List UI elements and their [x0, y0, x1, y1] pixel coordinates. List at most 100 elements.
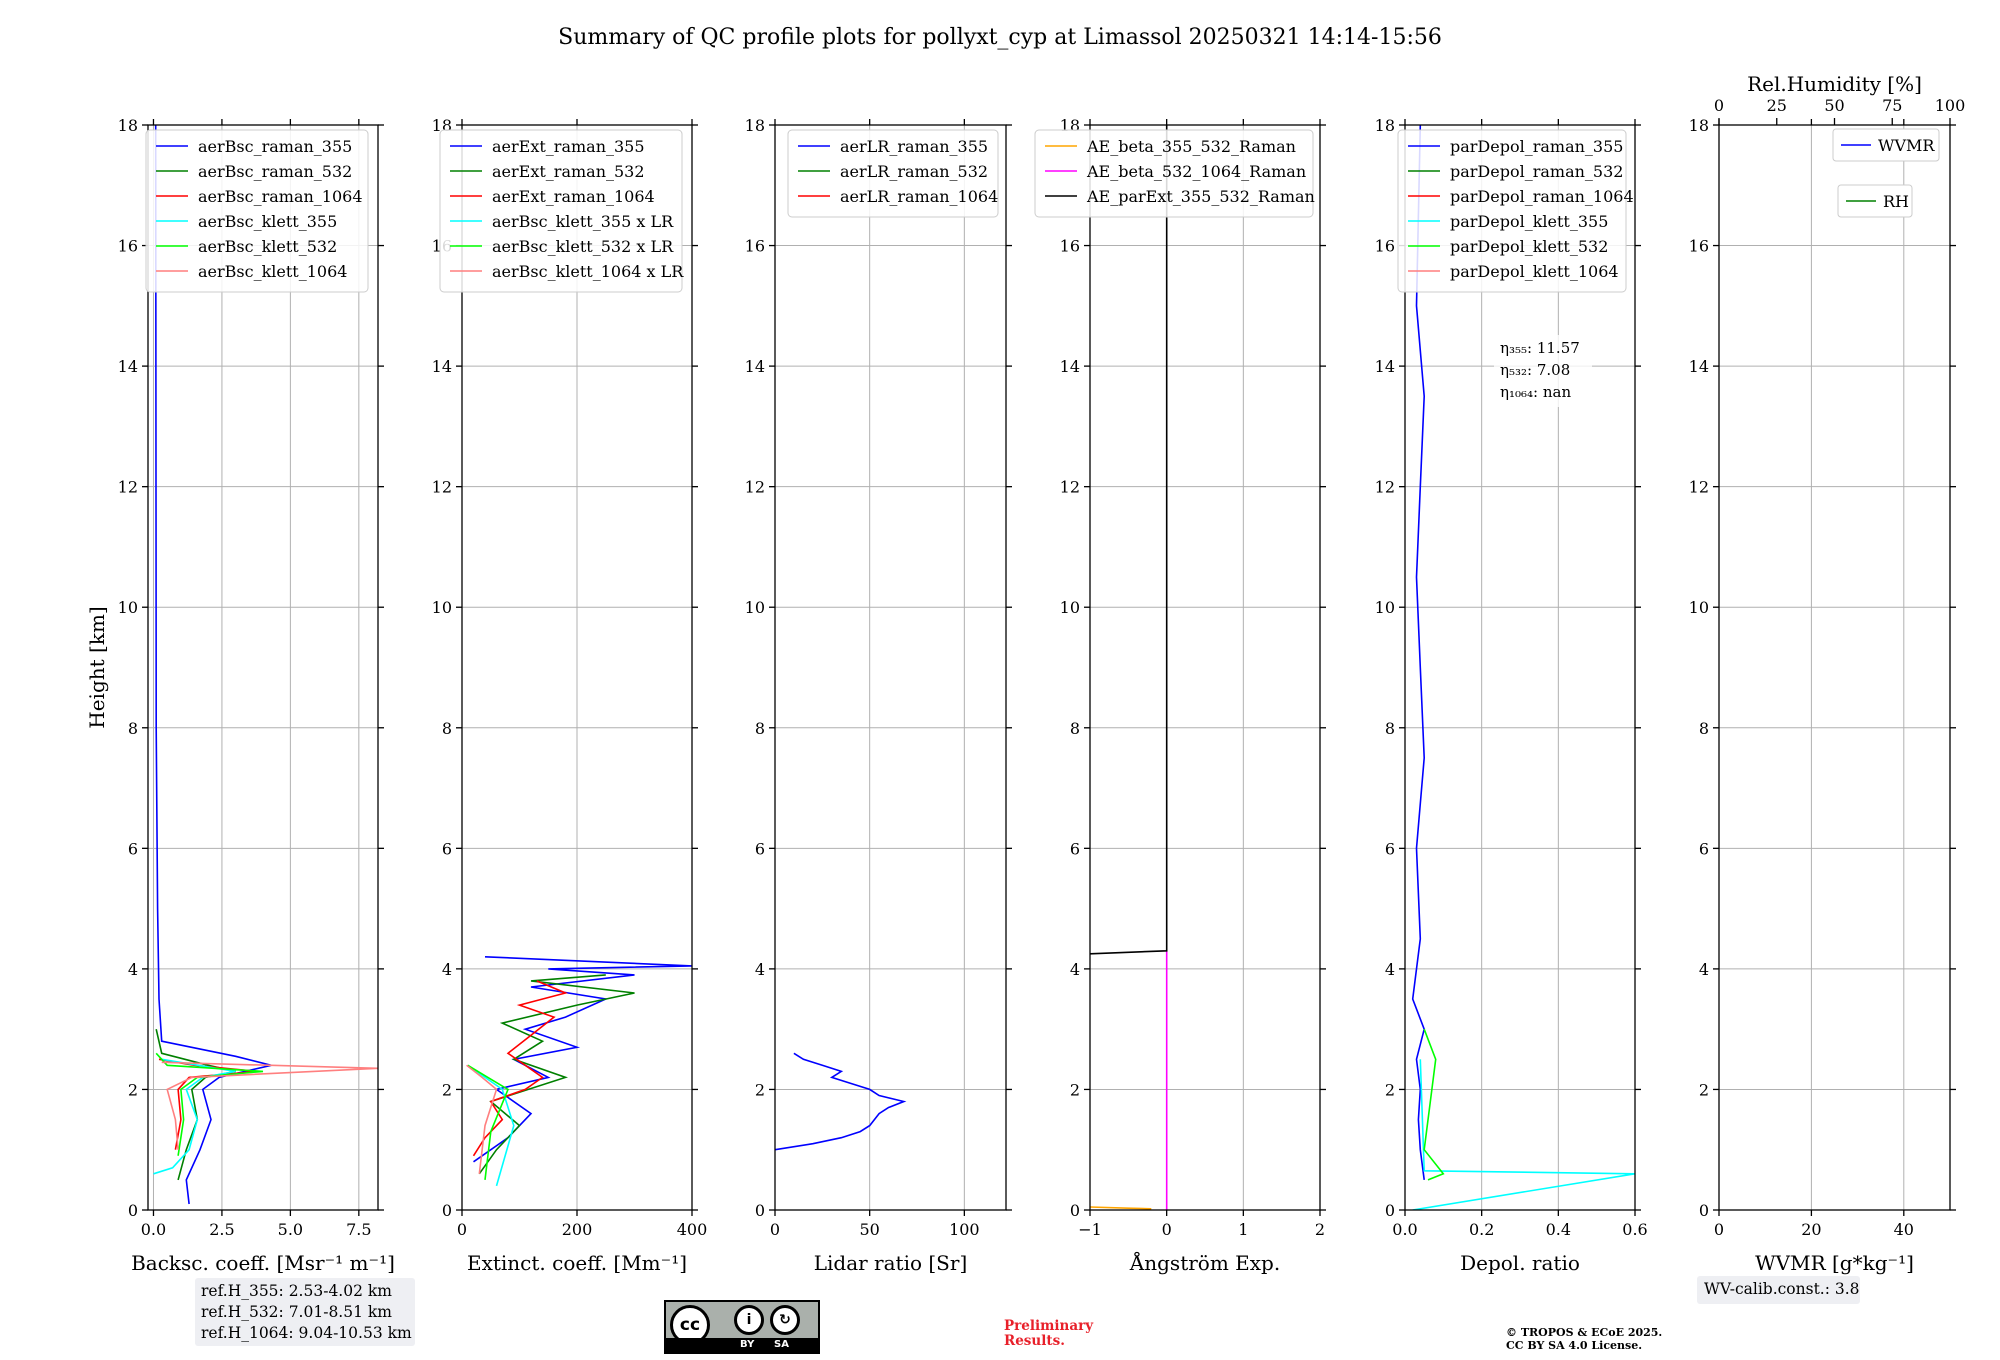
legend-label: RH — [1883, 192, 1909, 211]
series-group — [1411, 125, 1635, 1210]
x-axis-label: Extinct. coeff. [Mm⁻¹] — [467, 1251, 687, 1275]
legend-label: AE_beta_532_1064_Raman — [1086, 162, 1306, 181]
x-tick-label: 100 — [949, 1220, 980, 1239]
plot-frame — [774, 124, 1007, 1211]
reference-heights-box: ref.H_355: 2.53-4.02 km ref.H_532: 7.01-… — [195, 1278, 415, 1346]
y-tick-label: 12 — [1689, 478, 1709, 497]
legend-label: aerLR_raman_1064 — [840, 187, 998, 206]
y-tick-label: 10 — [118, 598, 138, 617]
series-line-aerExt_raman_355 — [473, 956, 692, 1163]
legend: parDepol_raman_355 parDepol_raman_532 parD… — [1397, 129, 1634, 293]
legend-box — [439, 129, 683, 293]
x-tick-label: 0.0 — [1392, 1220, 1417, 1239]
y-tick-label: 12 — [745, 478, 765, 497]
y-tick-label: 6 — [1385, 839, 1395, 858]
x-axis-label: Ångström Exp. — [1129, 1250, 1280, 1275]
legend-box — [1832, 128, 1940, 162]
share-alike-icon: ↻ — [770, 1305, 800, 1335]
series-line-parDepol_klett_532 — [1423, 1028, 1445, 1181]
y-tick-label: 2 — [755, 1080, 765, 1099]
y-tick-label: 18 — [1375, 116, 1395, 135]
figure-title: Summary of QC profile plots for pollyxt_… — [558, 25, 1442, 50]
y-tick-label: 6 — [128, 839, 138, 858]
legend: aerExt_raman_355 aerExt_raman_532 aerExt_r… — [439, 129, 684, 293]
y-tick-label: 0 — [128, 1201, 138, 1220]
legend-label: aerLR_raman_355 — [840, 137, 988, 156]
x-tick-label: 0 — [1162, 1220, 1172, 1239]
x-tick-label: 0 — [457, 1220, 467, 1239]
y-tick-label: 18 — [118, 116, 138, 135]
preliminary-results-note: Preliminary Results. — [1004, 1318, 1094, 1349]
annotation-text: η₁₀₆₄: nan — [1500, 383, 1571, 401]
legend-label: aerBsc_raman_355 — [198, 137, 352, 156]
y-tick-label: 12 — [118, 478, 138, 497]
wv-calibration-text: WV-calib.const.: 3.8 — [1704, 1280, 1860, 1298]
x-tick-label: 0.2 — [1469, 1220, 1494, 1239]
series-line-aerBsc_klett_355 — [153, 1058, 236, 1175]
y-tick-label: 0 — [1385, 1201, 1395, 1220]
y-tick-label: 18 — [745, 116, 765, 135]
cc-label-band — [666, 1338, 818, 1352]
legend-wvmr: WVMR — [1832, 128, 1940, 162]
y-tick-label: 2 — [1070, 1080, 1080, 1099]
legend-label: aerExt_raman_1064 — [492, 187, 655, 206]
y-tick-label: 6 — [755, 839, 765, 858]
plot-frame — [1718, 124, 1951, 1211]
cc-by-label: BY — [740, 1339, 755, 1350]
x2-tick-label: 75 — [1882, 96, 1902, 115]
x-tick-label: 7.5 — [346, 1220, 371, 1239]
y-tick-label: 4 — [1385, 960, 1395, 979]
legend-label: parDepol_klett_1064 — [1450, 262, 1619, 281]
x2-tick-label: 100 — [1935, 96, 1966, 115]
panel-extinction: 0246810121416180200400Extinct. coeff. [M… — [432, 116, 708, 1275]
legend-label: AE_beta_355_532_Raman — [1086, 137, 1296, 156]
x-axis-label: Lidar ratio [Sr] — [814, 1251, 968, 1275]
legend-box — [1397, 129, 1627, 293]
y-tick-label: 8 — [755, 719, 765, 738]
legend-label: aerBsc_klett_355 — [198, 212, 337, 231]
x-tick-label: 2 — [1315, 1220, 1325, 1239]
y-tick-label: 10 — [1375, 598, 1395, 617]
y-tick-label: 6 — [442, 839, 452, 858]
y-tick-label: 0 — [442, 1201, 452, 1220]
cc-license-badge: cc i ↻ BY SA — [664, 1300, 820, 1354]
x-tick-label: 1 — [1238, 1220, 1248, 1239]
y-tick-label: 6 — [1699, 839, 1709, 858]
series-line-aerBsc_klett_532 — [155, 1052, 264, 1156]
x-tick-label: 20 — [1801, 1220, 1821, 1239]
plot-frame — [147, 124, 379, 1211]
y-tick-label: 4 — [1699, 960, 1709, 979]
legend-label: WVMR — [1878, 136, 1935, 155]
panel-lidar_ratio: 0 2 4 6 8 10 12 14 16 18 0 50 100 Lidar ratio [Sr] aer… — [745, 116, 1012, 1275]
y-tick-label: 16 — [1689, 237, 1709, 256]
series-group — [153, 125, 378, 1205]
y-tick-label: 2 — [1699, 1080, 1709, 1099]
ref-height-532: ref.H_532: 7.01-8.51 km — [201, 1303, 392, 1321]
x-tick-label: 0.6 — [1622, 1220, 1647, 1239]
legend-label: aerBsc_klett_532 x LR — [492, 237, 674, 256]
x2-tick-label: 25 — [1767, 96, 1787, 115]
x-tick-label: −1 — [1078, 1220, 1102, 1239]
legend: aerBsc_raman_355 aerBsc_raman_532 aerBsc_r… — [145, 129, 369, 293]
y-tick-label: 8 — [1699, 719, 1709, 738]
y-tick-label: 2 — [1385, 1080, 1395, 1099]
legend-label: aerBsc_klett_355 x LR — [492, 212, 674, 231]
y-tick-label: 14 — [432, 357, 452, 376]
legend-box — [145, 129, 369, 293]
y-tick-label: 0 — [755, 1201, 765, 1220]
legend-box — [787, 129, 999, 218]
series-line-aerBsc_klett_1064 x LR — [466, 1064, 498, 1174]
y-tick-label: 6 — [1070, 839, 1080, 858]
x-axis-label: WVMR [g*kg⁻¹] — [1755, 1251, 1914, 1275]
y-tick-label: 0 — [1070, 1201, 1080, 1220]
y-tick-label: 8 — [128, 719, 138, 738]
y-tick-label: 4 — [128, 960, 138, 979]
y-tick-label: 4 — [1070, 960, 1080, 979]
series-line-parDepol_raman_355 — [1411, 125, 1426, 1181]
x-tick-label: 0 — [770, 1220, 780, 1239]
y-tick-label: 10 — [432, 598, 452, 617]
x-tick-label: 0.4 — [1546, 1220, 1571, 1239]
y-tick-label: 16 — [1060, 237, 1080, 256]
